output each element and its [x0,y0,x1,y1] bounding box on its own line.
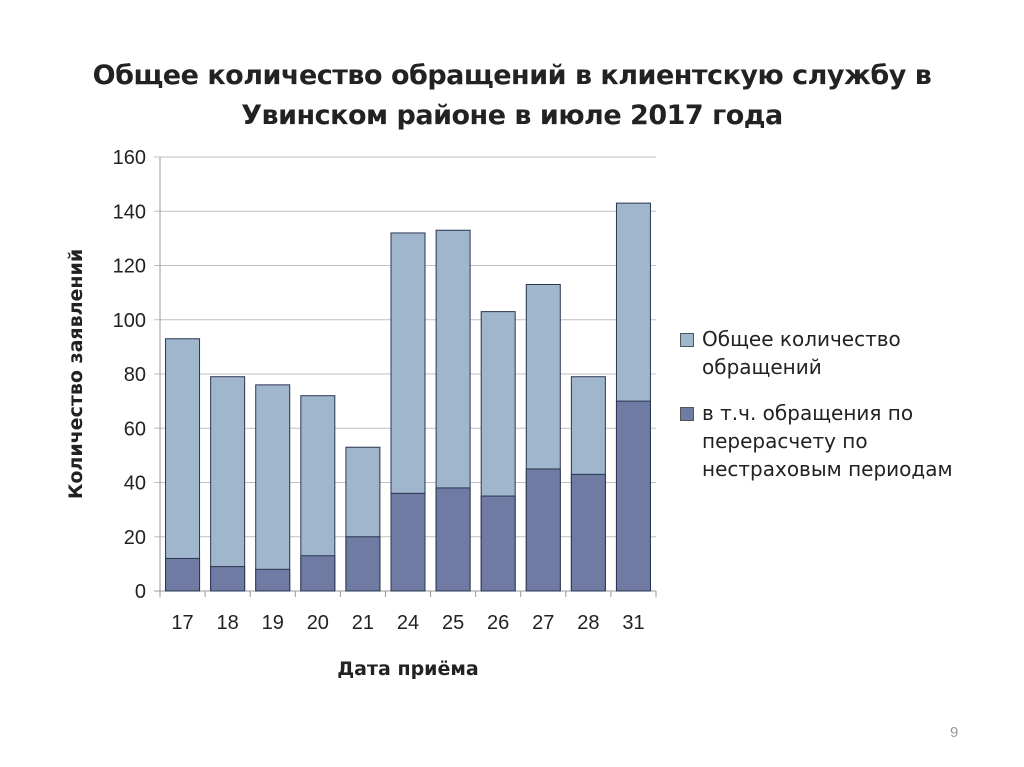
bar-recalc [210,566,246,592]
legend-swatch-total [680,333,694,347]
y-tick-label: 80 [124,364,146,386]
y-axis-label: Количество заявлений [65,249,87,499]
x-tick-label: 28 [577,612,599,634]
bar-recalc [165,557,201,592]
legend-label-total: Общее количество обращений [702,327,901,379]
bar-total [210,376,246,592]
y-tick-label: 40 [124,473,146,495]
y-tick-label: 140 [113,201,146,223]
y-tick-label: 0 [135,581,146,603]
x-tick-label: 24 [397,612,419,634]
y-tick-label: 60 [124,418,146,440]
bar-recalc [525,468,561,592]
bar-total [165,338,201,592]
y-tick-label: 100 [113,310,146,332]
y-tick-label: 20 [124,527,146,549]
page-number: 9 [950,724,959,741]
bar-recalc [570,473,606,592]
x-tick-label: 20 [307,612,329,634]
y-tick-label: 120 [113,256,146,278]
x-tick-label: 17 [171,612,193,634]
bar-recalc [345,536,381,592]
x-axis-label: Дата приёма [337,658,478,680]
legend: Общее количество обращений в т.ч. обраще… [680,325,980,501]
chart-title: Общее количество обращений в клиентскую … [92,60,932,131]
legend-item-recalc: в т.ч. обращения по перерасчету по нестр… [680,399,980,483]
bar-recalc [435,487,471,592]
x-tick-label: 31 [622,612,644,634]
legend-item-total: Общее количество обращений [680,325,980,381]
bar-recalc [390,492,426,592]
x-tick-label: 18 [217,612,239,634]
bar-total [255,384,291,592]
bar-recalc [480,495,516,592]
bar-recalc [255,568,291,592]
legend-label-recalc: в т.ч. обращения по перерасчету по нестр… [702,401,953,481]
x-tick-label: 19 [262,612,284,634]
legend-swatch-recalc [680,407,694,421]
bar-recalc [615,400,651,592]
x-tick-label: 27 [532,612,554,634]
y-tick-label: 160 [113,147,146,169]
x-tick-label: 21 [352,612,374,634]
x-tick-label: 26 [487,612,509,634]
bar-recalc [300,555,336,592]
x-tick-label: 25 [442,612,464,634]
